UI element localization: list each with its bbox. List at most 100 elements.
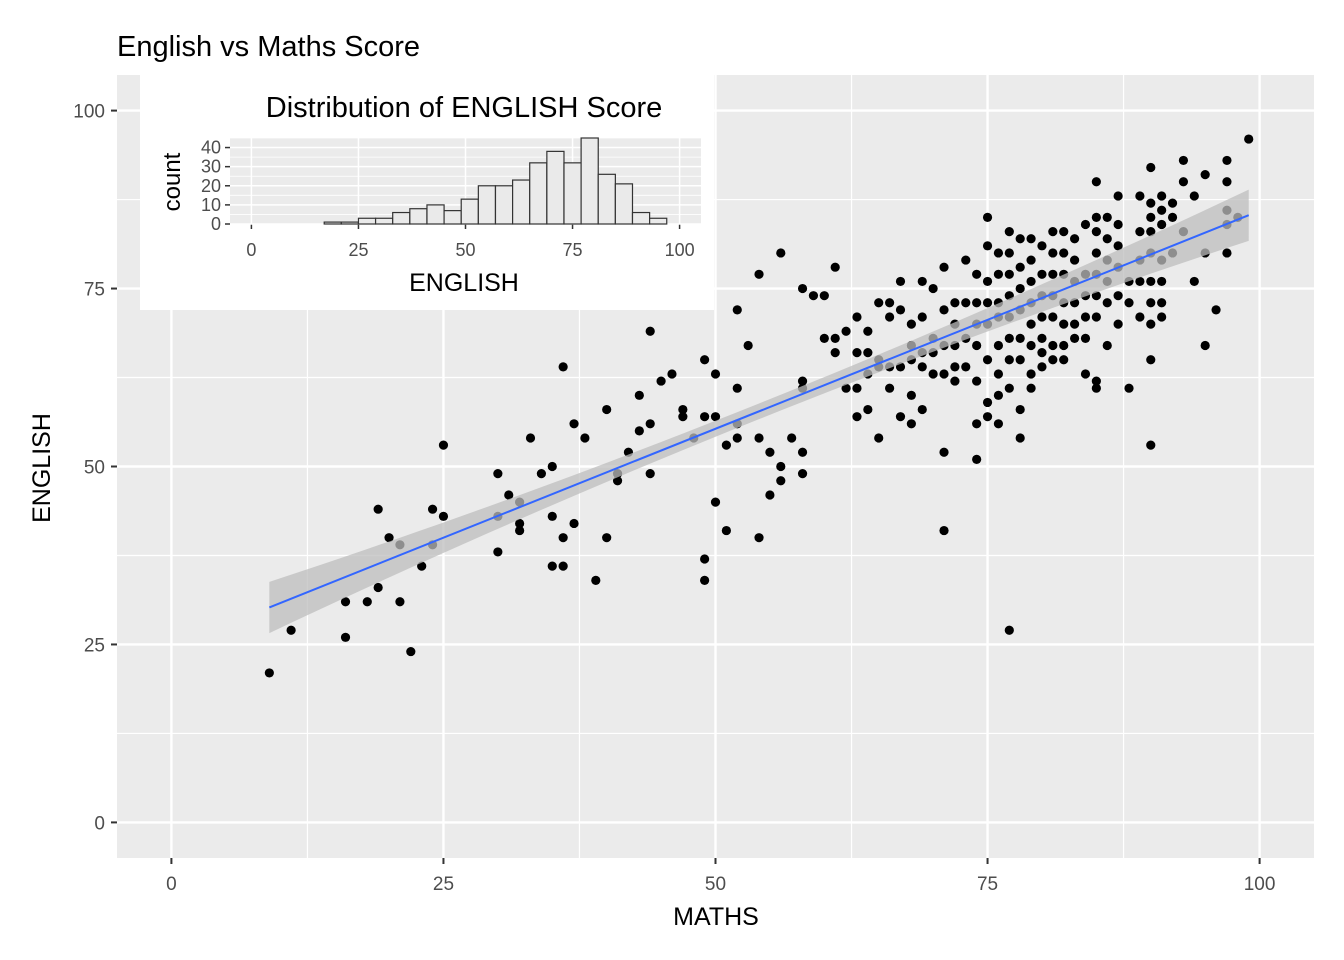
- scatter-point: [1157, 219, 1167, 230]
- scatter-point: [863, 404, 873, 415]
- scatter-point: [1026, 276, 1036, 287]
- scatter-point: [1048, 340, 1058, 351]
- inset-x-tick-label: 50: [455, 240, 475, 260]
- scatter-point: [950, 362, 960, 372]
- inset-chart-title: Distribution of ENGLISH Score: [266, 92, 662, 124]
- scatter-point: [776, 476, 786, 486]
- scatter-point: [1015, 404, 1025, 415]
- scatter-point: [558, 533, 568, 543]
- scatter-point: [939, 262, 949, 272]
- scatter-point: [1059, 340, 1069, 351]
- scatter-point: [906, 419, 916, 429]
- scatter-point: [863, 326, 873, 336]
- histogram-bar: [511, 179, 531, 225]
- scatter-point: [1070, 319, 1080, 329]
- scatter-point: [373, 504, 383, 514]
- scatter-point: [1146, 298, 1156, 308]
- inset-x-tick-label: 100: [665, 240, 695, 260]
- histogram-bar: [494, 185, 514, 225]
- histogram-bar: [460, 198, 479, 225]
- scatter-point: [950, 298, 960, 308]
- scatter-point: [1146, 319, 1156, 329]
- scatter-point: [993, 390, 1004, 400]
- histogram-bar: [649, 217, 668, 225]
- scatter-point: [569, 518, 579, 529]
- scatter-point: [787, 433, 797, 443]
- scatter-point: [634, 390, 644, 400]
- scatter-point: [721, 440, 731, 450]
- scatter-point: [939, 369, 949, 379]
- scatter-point: [852, 383, 862, 393]
- scatter-point: [961, 255, 971, 265]
- scatter-point: [1178, 155, 1189, 166]
- histogram-bar: [426, 204, 445, 225]
- scatter-point: [895, 305, 906, 315]
- scatter-point: [1113, 219, 1123, 230]
- scatter-point: [1037, 269, 1047, 279]
- scatter-point: [972, 419, 982, 429]
- scatter-point: [972, 298, 982, 308]
- scatter-point: [830, 262, 840, 272]
- scatter-point: [928, 283, 938, 294]
- x-tick-label: 100: [1244, 874, 1276, 895]
- scatter-point: [1146, 440, 1156, 450]
- scatter-point: [1157, 276, 1167, 287]
- scatter-point: [438, 511, 449, 521]
- scatter-point: [961, 298, 971, 308]
- scatter-point: [797, 376, 808, 386]
- scatter-point: [852, 348, 862, 358]
- scatter-point: [743, 340, 753, 351]
- scatter-point: [1091, 227, 1101, 237]
- scatter-point: [972, 376, 982, 386]
- scatter-point: [863, 348, 873, 358]
- scatter-point: [700, 575, 710, 585]
- scatter-point: [1080, 369, 1091, 379]
- scatter-point: [1080, 312, 1091, 322]
- scatter-point: [885, 312, 895, 322]
- y-axis-label: ENGLISH: [28, 413, 56, 523]
- scatter-point: [1004, 269, 1014, 279]
- histogram-bar: [443, 210, 462, 225]
- scatter-point: [830, 333, 840, 343]
- scatter-point: [1178, 177, 1189, 187]
- scatter-point: [602, 404, 612, 415]
- scatter-point: [1135, 276, 1145, 287]
- scatter-point: [1015, 283, 1025, 294]
- inset-y-tick-label: 40: [201, 138, 221, 158]
- scatter-point: [1015, 234, 1025, 244]
- scatter-point: [1091, 291, 1101, 301]
- scatter-point: [1004, 333, 1014, 343]
- scatter-point: [395, 597, 405, 607]
- scatter-point: [700, 554, 710, 564]
- scatter-point: [1037, 348, 1047, 358]
- scatter-point: [961, 362, 971, 372]
- scatter-point: [569, 419, 579, 429]
- scatter-point: [939, 305, 949, 315]
- scatter-point: [917, 362, 927, 372]
- scatter-point: [993, 269, 1004, 279]
- scatter-point: [645, 326, 655, 336]
- scatter-point: [678, 412, 688, 422]
- scatter-point: [1070, 333, 1080, 343]
- scatter-point: [1113, 319, 1123, 329]
- scatter-point: [1124, 383, 1134, 393]
- histogram-bar: [357, 217, 377, 225]
- scatter-point: [754, 433, 764, 443]
- main-chart-title: English vs Maths Score: [117, 31, 420, 63]
- inset-y-tick-label: 0: [211, 214, 221, 234]
- scatter-point: [1189, 191, 1199, 201]
- scatter-point: [1113, 241, 1123, 251]
- scatter-point: [721, 525, 731, 536]
- scatter-point: [754, 533, 764, 543]
- histogram-bar: [580, 137, 599, 225]
- scatter-point: [1026, 369, 1036, 379]
- scatter-point: [982, 397, 993, 408]
- histogram-bar: [563, 162, 582, 225]
- scatter-point: [1080, 219, 1091, 230]
- inset-histogram: Distribution of ENGLISH Score 0 25 50 75 100…: [140, 75, 714, 310]
- scatter-point: [700, 412, 710, 422]
- scatter-point: [536, 469, 546, 479]
- scatter-point: [1135, 191, 1145, 201]
- scatter-point: [286, 625, 296, 635]
